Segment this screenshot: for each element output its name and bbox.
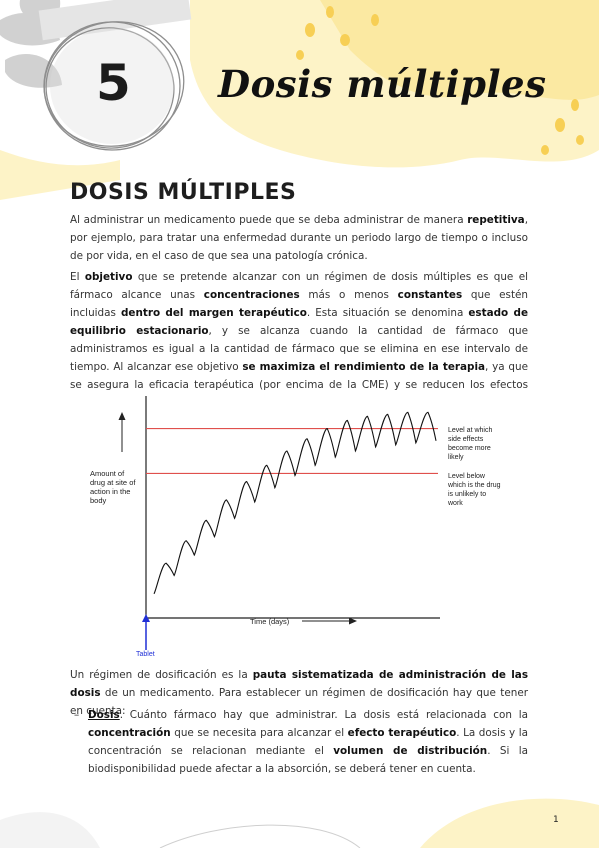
text-segment: El: [70, 271, 85, 283]
text-segment: de un medicamento. Para establecer un ré…: [70, 687, 528, 717]
bold-term: repetitiva: [467, 214, 525, 226]
consideration-list: – Dosis. Cuánto fármaco hay que administ…: [74, 706, 528, 778]
text-segment: que se necesita para alcanzar el: [170, 727, 348, 739]
text-segment: Al administrar un medicamento puede que …: [70, 214, 468, 226]
text-segment: que se pretende alcanzar con un régimen …: [70, 271, 528, 301]
x-axis-label: Time (days): [250, 617, 290, 626]
list-item-dosis: Dosis. Cuánto fármaco hay que administra…: [88, 706, 528, 778]
lower-label-line: work: [447, 500, 463, 507]
bold-term: pauta sistematizada de administración de…: [70, 669, 529, 699]
text-segment: . Si la biodisponibilidad puede afectar …: [88, 745, 528, 775]
y-axis-label-line: drug at site of: [90, 478, 136, 487]
text-segment: que estén incluidas: [70, 289, 528, 319]
y-axis-label-line: Amount of: [90, 469, 125, 478]
y-axis-label: Amount of drug at site of action in the …: [90, 469, 136, 505]
bold-term: constantes: [397, 289, 463, 301]
text-segment: más o menos: [299, 289, 398, 301]
bold-term: dentro del margen terapéutico: [120, 307, 307, 319]
text-segment: . Cuánto fármaco hay que administrar. La…: [119, 709, 528, 721]
upper-label-line: Level at which: [448, 427, 492, 434]
chapter-number: 5: [96, 54, 131, 112]
lower-label-line: which is the drug: [447, 482, 501, 489]
y-axis-label-line: action in the: [90, 487, 130, 496]
concentration-curve: [153, 411, 437, 595]
upper-label-line: side effects: [448, 436, 484, 443]
chapter-title: Dosis múltiples: [218, 62, 547, 106]
bold-term: estado de equilibrio estacionario: [70, 307, 528, 337]
tablet-label: Tablet: [136, 651, 155, 658]
bold-term: objetivo: [84, 271, 133, 283]
upper-label-line: become more: [448, 445, 491, 452]
bold-term: volumen de distribución: [333, 745, 488, 757]
paragraph-intro: Al administrar un medicamento puede que …: [70, 211, 528, 265]
bold-term: efecto terapéutico: [347, 727, 457, 739]
paragraph-regimen: Un régimen de dosificación es la pauta s…: [70, 666, 528, 720]
list-dash: –: [74, 709, 80, 721]
bold-term: concentraciones: [203, 289, 300, 301]
bold-term: Dosis: [88, 709, 120, 721]
tablet-arrow-head: [142, 614, 150, 622]
text-segment: , y se alcanza cuando la cantidad de fár…: [70, 325, 528, 373]
upper-label-line: likely: [448, 454, 464, 461]
lower-level-label: Level below which is the drug is unlikel…: [447, 473, 501, 507]
text-segment: . Esta situación se denomina: [306, 307, 469, 319]
text-segment: . La dosis y la concentración se relacio…: [88, 727, 528, 757]
page-number: 1: [553, 815, 559, 825]
dosing-chart: Tablet Time (days) Amount of drug at sit…: [70, 390, 530, 662]
y-axis-label-line: body: [90, 496, 107, 505]
text-segment: Un régimen de dosificación es la: [70, 669, 253, 681]
section-heading: DOSIS MÚLTIPLES: [70, 180, 297, 205]
y-arrow-head: [118, 412, 126, 420]
text-segment: , por ejemplo, para tratar una enfermeda…: [70, 214, 528, 262]
x-arrow-head: [349, 617, 357, 625]
lower-label-line: Level below: [448, 473, 486, 480]
dosing-figure: Tablet Time (days) Amount of drug at sit…: [70, 390, 530, 662]
upper-level-label: Level at which side effects become more …: [448, 427, 492, 461]
bold-term: concentración: [88, 727, 171, 739]
lower-label-line: is unlikely to: [448, 491, 486, 498]
bold-term: se maximiza el rendimiento de la terapia: [242, 361, 486, 373]
